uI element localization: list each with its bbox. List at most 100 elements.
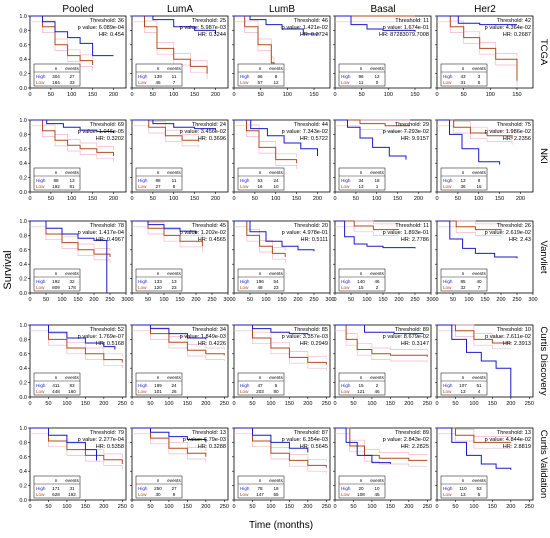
legend-low-n: 108 [357, 492, 365, 497]
legend-header-n: n [259, 170, 262, 175]
legend-low-n: 809 [52, 285, 60, 290]
x-tick-label: 0 [333, 92, 336, 98]
legend-high-n: 13 [460, 178, 466, 183]
legend-low-label: Low [341, 80, 350, 85]
legend-low-events: 55 [273, 492, 279, 497]
legend-high-label: High [36, 486, 46, 491]
legend-header-events: events [167, 375, 181, 380]
panel-frame [436, 324, 534, 398]
x-tick-label: 100 [62, 401, 71, 407]
legend-low-events: 7 [478, 285, 481, 290]
legend-high-events: 51 [476, 383, 482, 388]
legend-high-label: High [341, 74, 351, 79]
hr-text: HR: 0.3288 [198, 444, 226, 450]
y-tick-label: 0.8 [19, 28, 27, 34]
km-panel: 0.0 0.2 0.4 0.6 0.8 1.0 0 50 100 150 200 Threshold:… [19, 118, 127, 202]
legend-high-events: 53 [476, 486, 482, 491]
legend-box [33, 372, 81, 396]
x-tick-label: 50 [350, 504, 356, 510]
x-tick-label: 250 [207, 297, 216, 303]
legend-header-events: events [370, 170, 384, 175]
legend-header-events: events [269, 170, 283, 175]
y-tick-label: 0.8 [19, 132, 27, 138]
x-tick-label: 0 [130, 297, 133, 303]
km-panel: 0.0 0.2 0.4 0.6 0.8 1.0 0 50 100 150 200 250 Thresho… [19, 323, 127, 407]
legend-header-events: events [167, 66, 181, 71]
panel-frame [29, 427, 127, 501]
low-survival-line [234, 324, 327, 365]
x-tick-label: 100 [283, 92, 292, 98]
legend-box [440, 475, 488, 499]
km-panel: 0 50 100 150 200 250 Threshold: 89p value: 8.6… [333, 324, 432, 407]
km-panel: 0 50 100 150 200 Threshold: 25p value: 5.987e… [130, 15, 229, 98]
x-tick-label: 200 [506, 504, 515, 510]
legend-header-n: n [360, 375, 363, 380]
legend-low-n: 448 [52, 389, 60, 394]
legend-box [33, 268, 81, 292]
low-survival-line [132, 15, 208, 74]
legend-high-events: 13 [69, 178, 75, 183]
legend-low-label: Low [341, 389, 350, 394]
x-tick-label: 200 [99, 401, 108, 407]
legend-low-label: Low [341, 492, 350, 497]
x-tick-label: 50 [450, 297, 456, 303]
x-tick-label: 150 [309, 92, 318, 98]
legend-low-label: Low [240, 389, 249, 394]
legend-low-n: 11 [359, 80, 364, 85]
pvalue-text: p value: 1.417e-04 [78, 230, 124, 236]
x-tick-label: 200 [404, 401, 413, 407]
panel-frame [436, 119, 534, 193]
legend-header-n: n [259, 375, 262, 380]
legend-high-label: High [240, 486, 250, 491]
x-tick-label: 200 [293, 297, 302, 303]
legend-high-events: 12 [374, 74, 380, 79]
legend-high-events: 8 [275, 74, 278, 79]
legend-low-events: 4 [478, 389, 481, 394]
pvalue-text: p value: 6.79e-03 [183, 437, 226, 443]
low-survival-line [30, 220, 111, 257]
y-tick-label: 0.0 [19, 86, 27, 92]
legend-low-n: 147 [256, 492, 264, 497]
legend-high-n: 139 [154, 74, 162, 79]
pvalue-text: p value: 1.202e-02 [180, 230, 226, 236]
x-tick-label: 150 [393, 196, 402, 202]
low-ci-lower [437, 433, 511, 449]
threshold-text: Threshold: 78 [90, 223, 124, 229]
legend-low-n: 45 [155, 80, 161, 85]
x-tick-label: 50 [45, 504, 51, 510]
x-tick-label: 250 [309, 297, 318, 303]
km-panel: 0 50 100 150 200 250 Threshold: 10p value: 7.6… [435, 324, 534, 407]
km-panel: 0 50 100 150 Threshold: 11p value: 1.674e-01… [333, 15, 432, 98]
x-tick-label: 0 [435, 196, 438, 202]
legend-header-n: n [157, 478, 160, 483]
pvalue-text: p value: 1.674e-01 [383, 25, 429, 31]
high-survival-line [234, 427, 309, 453]
legend-low-events: 0 [376, 80, 379, 85]
pvalue-text: p value: 4.978e-01 [282, 230, 328, 236]
legend-low-label: Low [36, 492, 45, 497]
legend-high-events: 24 [273, 178, 279, 183]
km-panel: 0 50 100 150 200 250 Threshold: 34p value: 1.8… [130, 324, 229, 407]
km-panel: 0 50 100 150 200 Threshold: 29p value: 7.293e… [333, 119, 432, 202]
legend-high-label: High [443, 178, 453, 183]
y-tick-label: 0.0 [19, 498, 27, 504]
low-survival-line [437, 220, 502, 232]
legend-header-events: events [472, 478, 486, 483]
panel-frame [233, 427, 331, 501]
y-tick-label: 1.0 [19, 323, 27, 329]
high-survival-line [30, 119, 114, 133]
pvalue-text: p value: 1.046e-05 [78, 129, 124, 135]
legend-high-label: High [138, 279, 148, 284]
pvalue-text: p value: 7.293e-02 [383, 129, 429, 135]
x-tick-label: 150 [480, 297, 489, 303]
low-ci-lower [335, 125, 411, 132]
km-panel: 0 50 100 150 Threshold: 46p value: 1.421e-02… [232, 15, 331, 98]
x-tick-label: 100 [159, 297, 168, 303]
legend-low-label: Low [138, 80, 147, 85]
low-ci-lower [335, 226, 399, 236]
low-ci-lower [30, 125, 114, 162]
low-survival-line [335, 324, 428, 357]
low-survival-line [234, 15, 275, 85]
legend-header-n: n [360, 66, 363, 71]
legend-low-n: 31 [460, 80, 466, 85]
